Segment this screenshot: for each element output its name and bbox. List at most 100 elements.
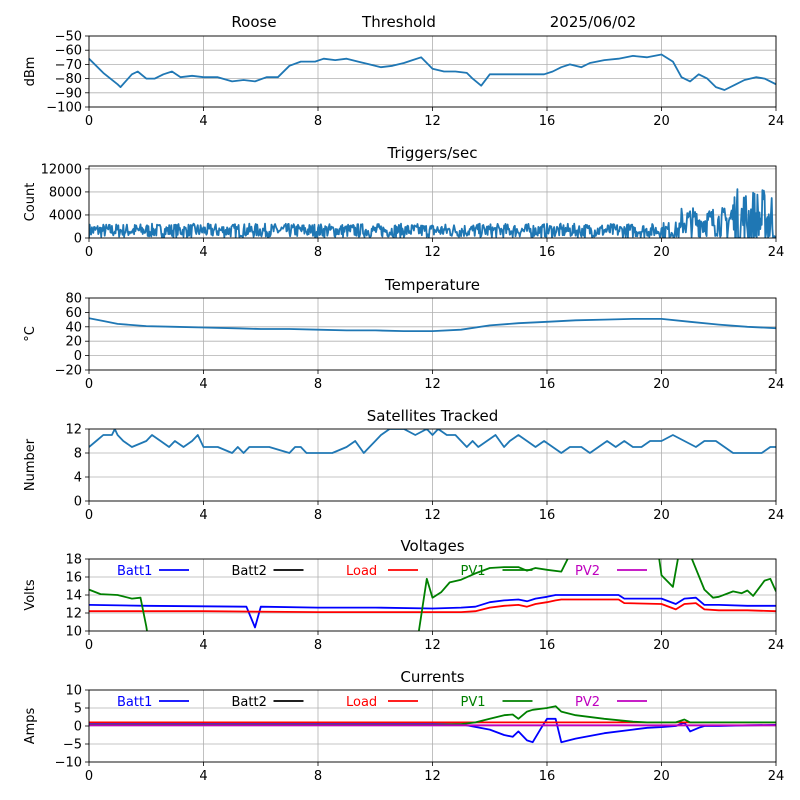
- plot-frame: [88, 428, 777, 502]
- x-tick-label: 12: [424, 508, 441, 523]
- x-tick-label: 0: [85, 114, 93, 129]
- y-tick-label: 0: [74, 495, 82, 510]
- y-tick-label: 8: [74, 447, 82, 462]
- y-tick-label: 18: [65, 553, 82, 568]
- legend-label: Load: [346, 564, 377, 579]
- series-line: [89, 317, 776, 332]
- x-tick-label: 24: [768, 508, 785, 523]
- x-tick-label: 20: [653, 769, 670, 784]
- x-tick-label: 16: [539, 245, 556, 260]
- y-tick-label: 12: [65, 607, 82, 622]
- y-tick-label: 10: [65, 625, 82, 640]
- x-tick-label: 16: [539, 114, 556, 129]
- y-tick-label: 0: [74, 349, 82, 364]
- x-tick-label: 8: [314, 114, 322, 129]
- y-axis-label: Volts: [23, 579, 38, 611]
- series-line-pv1: [89, 705, 776, 726]
- panel-title: Currents: [400, 668, 464, 686]
- series-line-batt1: [89, 717, 776, 744]
- x-tick-label: 12: [424, 377, 441, 392]
- y-tick-label: 8000: [49, 185, 82, 200]
- x-tick-label: 0: [85, 769, 93, 784]
- x-tick-label: 0: [85, 245, 93, 260]
- series-line: [89, 188, 776, 238]
- y-tick-label: −20: [55, 364, 82, 379]
- x-tick-label: 4: [199, 638, 207, 653]
- y-axis-label: dBm: [23, 57, 38, 87]
- panel-signal: 0 4 8 12 16 20 24 −100−90−80−70−60−50 dBm: [23, 30, 784, 130]
- panel-title: Satellites Tracked: [367, 407, 498, 425]
- panel-satellites: 0 4 8 12 16 20 24 0 4 8 12 Satellites Tracked Number: [23, 407, 784, 523]
- x-tick-label: 12: [424, 114, 441, 129]
- plot-frame: [88, 165, 777, 239]
- panel-voltages: 0 4 8 12 16 20 24 10 12 14 16 18 Voltages Volts Batt1 B…: [23, 537, 784, 653]
- x-tick-label: 8: [314, 377, 322, 392]
- x-tick-label: 8: [314, 638, 322, 653]
- y-tick-label: 10: [65, 684, 82, 699]
- panel-currents: 0 4 8 12 16 20 24 −10 −5 0 5 10 Currents Amps Batt1 Bat…: [23, 668, 784, 784]
- x-tick-label: 20: [653, 114, 670, 129]
- legend-label: PV2: [575, 695, 600, 710]
- x-tick-label: 0: [85, 508, 93, 523]
- plot-frame: [88, 297, 777, 371]
- plot-frame: [88, 689, 777, 763]
- x-tick-label: 4: [199, 377, 207, 392]
- y-tick-label: −10: [55, 756, 82, 771]
- y-tick-label: 14: [65, 589, 82, 604]
- legend-label: Batt1: [117, 564, 152, 579]
- x-tick-label: 24: [768, 638, 785, 653]
- x-tick-label: 24: [768, 377, 785, 392]
- plot-frame: [88, 35, 777, 108]
- y-tick-label: 4000: [49, 208, 82, 223]
- panel-title: Temperature: [384, 276, 480, 294]
- x-tick-label: 4: [199, 245, 207, 260]
- x-tick-label: 0: [85, 638, 93, 653]
- x-tick-label: 8: [314, 508, 322, 523]
- series-line: [89, 429, 776, 454]
- x-tick-label: 8: [314, 245, 322, 260]
- x-tick-label: 24: [768, 769, 785, 784]
- y-tick-label: −50: [55, 30, 82, 45]
- panel-title: Voltages: [400, 537, 464, 555]
- x-tick-label: 12: [424, 638, 441, 653]
- series-line-batt1: [89, 594, 776, 629]
- legend-label: Batt2: [232, 564, 267, 579]
- y-tick-label: 5: [74, 702, 82, 717]
- y-axis-label: Number: [23, 438, 38, 491]
- x-tick-label: 12: [424, 245, 441, 260]
- x-tick-label: 20: [653, 638, 670, 653]
- x-tick-label: 16: [539, 377, 556, 392]
- panel-triggers: 0 4 8 12 16 20 24 0 4000 8000 12000 Triggers/sec Cou…: [23, 144, 784, 260]
- y-tick-label: 4: [74, 471, 82, 486]
- x-tick-label: 16: [539, 508, 556, 523]
- trigger-mode: Threshold: [361, 13, 436, 31]
- legend-label: PV1: [461, 564, 486, 579]
- y-tick-label: 12000: [41, 162, 82, 177]
- series-line: [89, 53, 776, 91]
- x-tick-label: 12: [424, 769, 441, 784]
- x-tick-label: 24: [768, 245, 785, 260]
- x-tick-label: 4: [199, 114, 207, 129]
- y-tick-label: 80: [65, 292, 82, 307]
- x-tick-label: 0: [85, 377, 93, 392]
- x-tick-label: 8: [314, 769, 322, 784]
- station-name: Roose: [231, 13, 276, 31]
- x-tick-label: 20: [653, 508, 670, 523]
- y-tick-label: 60: [65, 306, 82, 321]
- y-tick-label: 20: [65, 335, 82, 350]
- x-tick-label: 16: [539, 769, 556, 784]
- x-tick-label: 20: [653, 377, 670, 392]
- y-tick-label: −90: [55, 86, 82, 101]
- y-tick-label: −60: [55, 44, 82, 59]
- legend-label: PV2: [575, 564, 600, 579]
- y-tick-label: 0: [74, 720, 82, 735]
- y-tick-label: −100: [46, 101, 82, 116]
- y-tick-label: −5: [63, 738, 82, 753]
- x-tick-label: 16: [539, 638, 556, 653]
- plot-frame: [88, 558, 777, 632]
- y-tick-label: 0: [74, 232, 82, 247]
- y-tick-label: 40: [65, 320, 82, 335]
- y-tick-label: −70: [55, 58, 82, 73]
- y-tick-label: 16: [65, 571, 82, 586]
